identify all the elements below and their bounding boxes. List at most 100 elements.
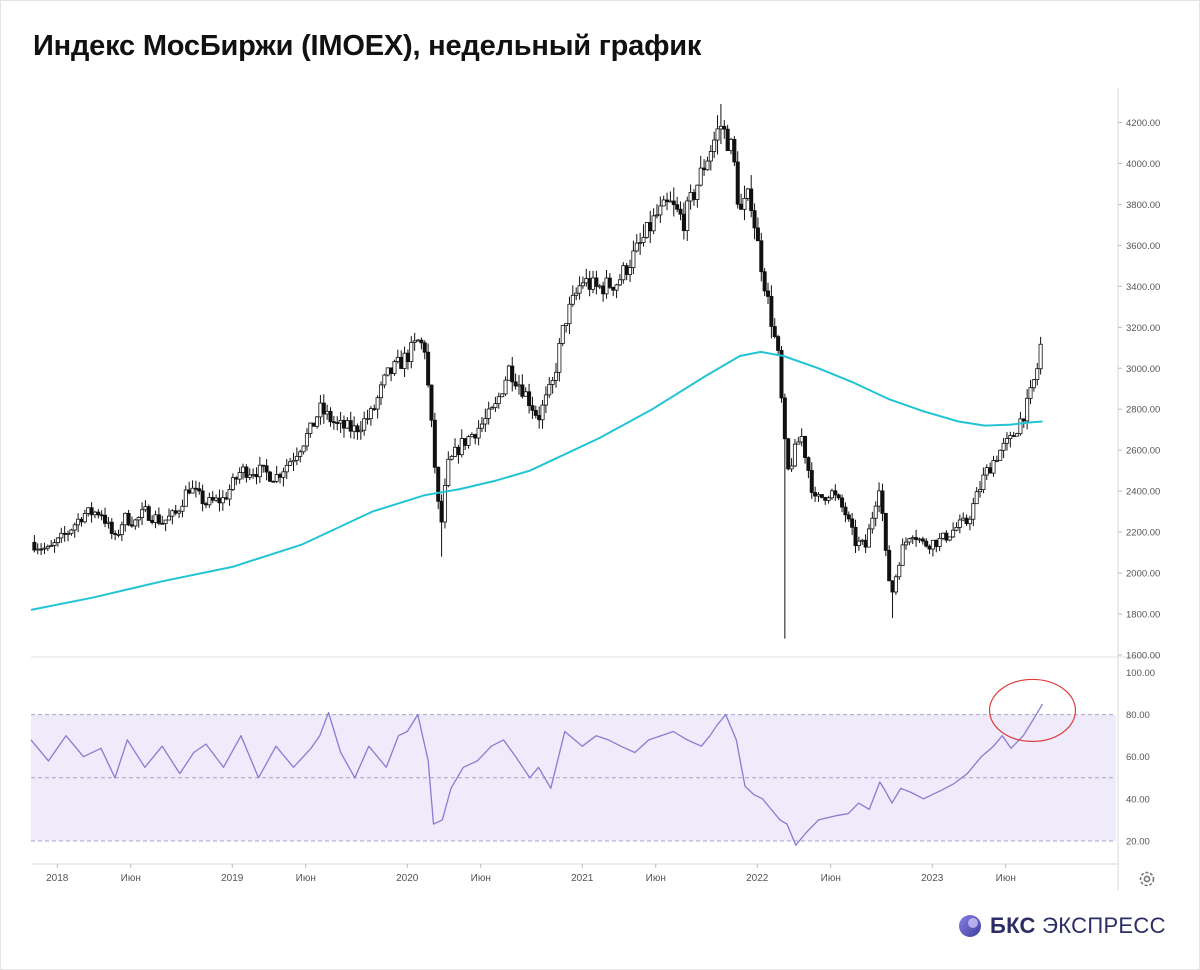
candle [422, 340, 427, 360]
candle [224, 492, 229, 501]
candle [638, 232, 643, 255]
price-tick-label: 4000.00 [1126, 159, 1160, 170]
candle [214, 494, 219, 502]
candle [516, 375, 521, 395]
candle [62, 525, 67, 542]
candle [967, 515, 972, 531]
candle [207, 492, 212, 508]
candle [506, 364, 511, 381]
candle [809, 462, 814, 499]
candle [42, 542, 47, 555]
candle [988, 462, 993, 474]
candle [264, 459, 269, 481]
candle [725, 124, 730, 152]
candle [695, 184, 700, 208]
candle [496, 392, 501, 409]
candle [355, 423, 360, 440]
candle [772, 318, 777, 339]
candle [476, 420, 481, 446]
candle [173, 505, 178, 516]
candle [335, 416, 340, 431]
candle [698, 155, 703, 187]
candle [1028, 379, 1033, 405]
candle [251, 468, 256, 479]
candle [456, 444, 461, 464]
candle [378, 381, 383, 405]
candle [877, 482, 882, 513]
candle [234, 476, 239, 486]
candle [284, 459, 289, 480]
candle [392, 359, 397, 376]
candle [372, 404, 377, 412]
candle [702, 159, 707, 176]
candle [436, 466, 441, 510]
candle [271, 480, 276, 483]
candle [230, 473, 235, 492]
time-tick-label: 2022 [746, 873, 769, 884]
candle [45, 544, 50, 552]
candle [634, 234, 639, 253]
settings-gear-icon[interactable] [1137, 869, 1157, 889]
candle [617, 273, 622, 287]
candle [76, 513, 81, 533]
candle [739, 193, 744, 210]
candle [99, 510, 104, 521]
candle [281, 467, 286, 487]
price-tick-label: 3200.00 [1126, 323, 1160, 334]
candle [685, 196, 690, 241]
candle [729, 137, 734, 155]
time-tick-label: 2023 [921, 873, 944, 884]
candle [840, 494, 845, 513]
candle [866, 523, 871, 548]
candle [564, 323, 569, 333]
candle [89, 502, 94, 523]
candle [338, 411, 343, 433]
candle [951, 522, 956, 539]
time-tick-label: Июн [471, 873, 491, 884]
candle [416, 338, 421, 342]
rsi-tick-label: 60.00 [1126, 752, 1150, 763]
candle [288, 457, 293, 466]
candle [298, 449, 303, 463]
candle [621, 262, 626, 284]
candle [543, 386, 548, 414]
candle [554, 362, 559, 388]
candle [217, 489, 222, 512]
candle [604, 269, 609, 299]
candle [328, 407, 333, 427]
candle [806, 456, 811, 479]
candle [755, 217, 760, 242]
candle [930, 539, 935, 557]
price-tick-label: 2800.00 [1126, 405, 1160, 416]
candle [170, 509, 175, 525]
candle [560, 325, 565, 347]
candle [681, 202, 686, 240]
candle [607, 273, 612, 289]
candle [550, 376, 555, 394]
candle [466, 435, 471, 449]
candle [325, 404, 330, 420]
candle [103, 507, 108, 528]
candle [628, 259, 633, 283]
candle [577, 276, 582, 300]
candle [426, 343, 431, 388]
candle [274, 465, 279, 484]
candle [537, 406, 542, 429]
candle [341, 415, 346, 438]
candle [278, 472, 283, 484]
candle [106, 516, 111, 529]
candle [479, 416, 484, 433]
candle [900, 538, 905, 566]
candle [654, 204, 659, 219]
candle [432, 412, 437, 474]
candle [190, 480, 195, 494]
candle [661, 195, 666, 207]
candle [974, 487, 979, 505]
candle [732, 136, 737, 167]
price-tick-label: 3000.00 [1126, 364, 1160, 375]
candle [389, 367, 394, 382]
candle [143, 500, 148, 513]
candle [318, 395, 323, 425]
candle [140, 502, 145, 525]
candle [819, 494, 824, 499]
